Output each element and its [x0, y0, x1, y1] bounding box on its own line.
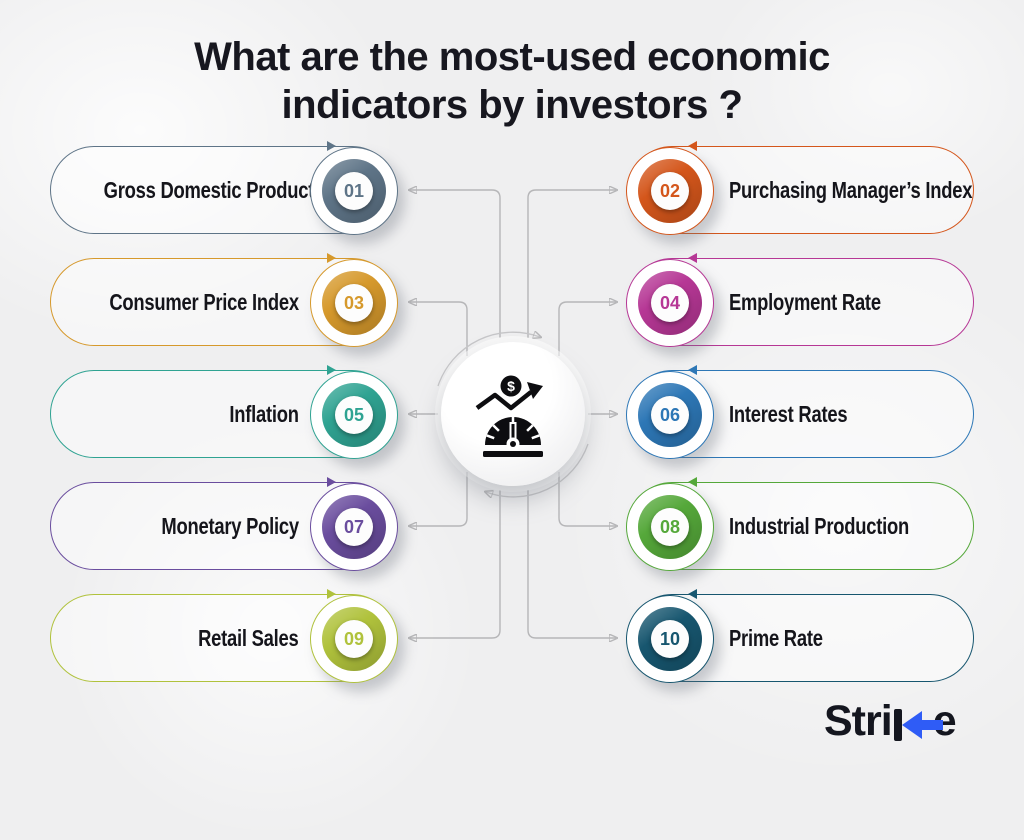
pill-arrowhead-icon	[688, 589, 697, 599]
indicator-label: Gross Domestic Product	[103, 176, 315, 203]
badge-inner-circle: 05	[335, 396, 373, 434]
indicator-number: 02	[659, 180, 681, 201]
center-hub: $	[441, 342, 585, 486]
badge-inner-circle: 01	[335, 172, 373, 210]
item-inflation: Inflation 05	[50, 365, 398, 459]
title-line-2: indicators by investors ?	[281, 83, 743, 127]
logo-text-prefix: Stri	[824, 696, 893, 745]
item-purchasing-managers-index: Purchasing Manager’s Index 02	[626, 141, 974, 235]
indicator-number-badge: 02	[626, 147, 714, 235]
badge-disc: 02	[638, 159, 702, 223]
badge-inner-circle: 04	[651, 284, 689, 322]
badge-inner-circle: 10	[651, 620, 689, 658]
pill-arrowhead-icon	[688, 253, 697, 263]
indicator-number: 07	[343, 516, 365, 537]
pill-arrowhead-icon	[327, 253, 336, 263]
badge-inner-circle: 07	[335, 508, 373, 546]
indicator-label: Inflation	[229, 400, 300, 427]
pill-arrowhead-icon	[327, 477, 336, 487]
badge-disc: 06	[638, 383, 702, 447]
item-employment-rate: Employment Rate 04	[626, 253, 974, 347]
item-retail-sales: Retail Sales 09	[50, 589, 398, 683]
economic-growth-gauge-icon: $	[475, 375, 543, 457]
item-interest-rates: Interest Rates 06	[626, 365, 974, 459]
indicator-number: 10	[659, 628, 681, 649]
pill-arrowhead-icon	[688, 477, 697, 487]
indicator-number-badge: 07	[310, 483, 398, 571]
indicator-label: Purchasing Manager’s Index	[729, 176, 973, 203]
badge-disc: 05	[322, 383, 386, 447]
indicator-number-badge: 01	[310, 147, 398, 235]
badge-disc: 03	[322, 271, 386, 335]
badge-disc: 04	[638, 271, 702, 335]
indicator-label: Industrial Production	[729, 512, 909, 539]
indicator-number: 06	[659, 404, 681, 425]
indicator-number-badge: 08	[626, 483, 714, 571]
item-gross-domestic-product: Gross Domestic Product 01	[50, 141, 398, 235]
svg-text:$: $	[507, 378, 515, 394]
indicator-label: Employment Rate	[729, 288, 881, 315]
title-line-1: What are the most-used economic	[194, 35, 830, 79]
badge-inner-circle: 06	[651, 396, 689, 434]
pill-arrowhead-icon	[327, 365, 336, 375]
pill-arrowhead-icon	[688, 365, 697, 375]
strike-logo: Stri e	[824, 696, 957, 745]
indicator-number: 09	[343, 628, 365, 649]
growth-arrow-icon	[475, 382, 543, 411]
badge-inner-circle: 02	[651, 172, 689, 210]
gauge-icon	[483, 417, 543, 457]
indicator-number: 04	[659, 292, 681, 313]
item-monetary-policy: Monetary Policy 07	[50, 477, 398, 571]
indicator-number-badge: 05	[310, 371, 398, 459]
indicator-label: Consumer Price Index	[109, 288, 300, 315]
strike-arrow-icon	[893, 705, 943, 741]
indicator-label: Prime Rate	[729, 624, 823, 651]
dollar-circle-icon: $	[500, 375, 522, 397]
indicator-number-badge: 03	[310, 259, 398, 347]
badge-disc: 09	[322, 607, 386, 671]
indicator-label: Monetary Policy	[161, 512, 299, 539]
badge-inner-circle: 03	[335, 284, 373, 322]
indicator-number-badge: 06	[626, 371, 714, 459]
indicator-number: 01	[343, 180, 365, 201]
indicator-label: Interest Rates	[729, 400, 848, 427]
badge-inner-circle: 09	[335, 620, 373, 658]
badge-disc: 01	[322, 159, 386, 223]
indicator-number-badge: 04	[626, 259, 714, 347]
indicator-label: Retail Sales	[198, 624, 300, 651]
pill-arrowhead-icon	[688, 141, 697, 151]
page-title: What are the most-used economic indicato…	[0, 33, 1024, 129]
pill-arrowhead-icon	[327, 141, 336, 151]
indicator-number-badge: 09	[310, 595, 398, 683]
indicator-number: 05	[343, 404, 365, 425]
pill-arrowhead-icon	[327, 589, 336, 599]
badge-disc: 07	[322, 495, 386, 559]
indicator-number: 03	[343, 292, 365, 313]
indicator-number-badge: 10	[626, 595, 714, 683]
item-prime-rate: Prime Rate 10	[626, 589, 974, 683]
badge-disc: 10	[638, 607, 702, 671]
item-consumer-price-index: Consumer Price Index 03	[50, 253, 398, 347]
indicator-number: 08	[659, 516, 681, 537]
item-industrial-production: Industrial Production 08	[626, 477, 974, 571]
badge-disc: 08	[638, 495, 702, 559]
badge-inner-circle: 08	[651, 508, 689, 546]
